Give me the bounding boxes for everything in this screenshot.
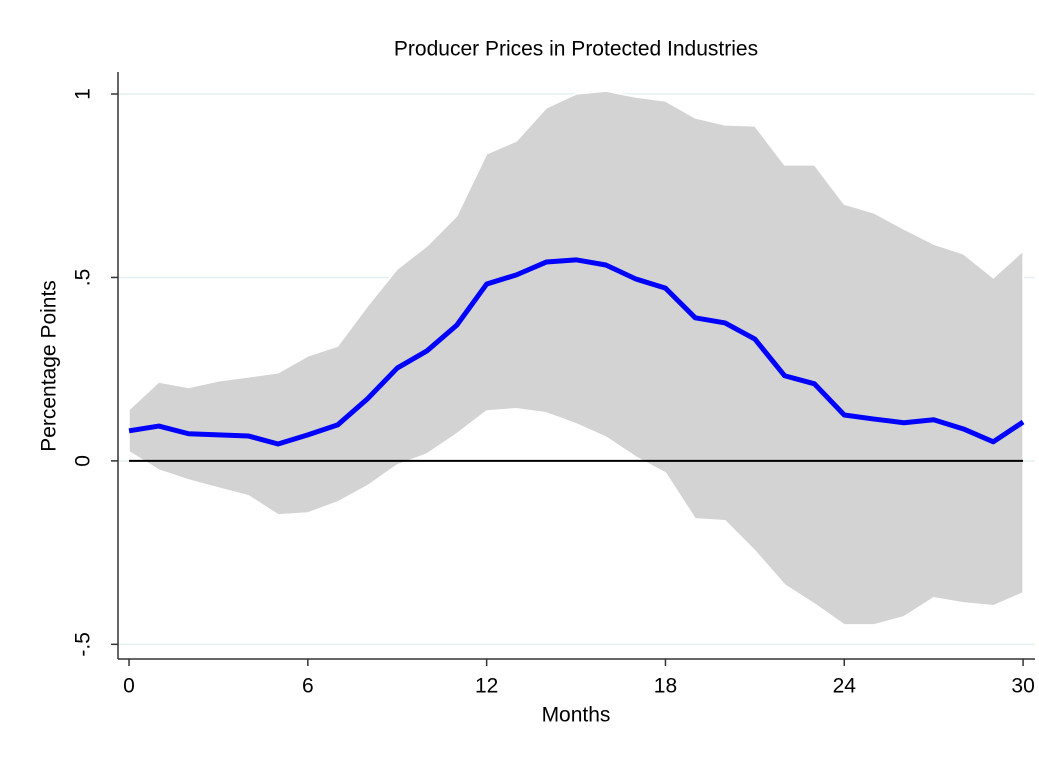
y-tick-label: .5 — [72, 269, 95, 287]
x-axis-label: Months — [542, 704, 611, 727]
x-tick-label: 6 — [302, 675, 314, 698]
x-tick-label: 24 — [833, 675, 857, 698]
y-tick-label: 0 — [72, 455, 95, 467]
x-tick-label: 30 — [1011, 675, 1034, 698]
x-tick-label: 18 — [654, 675, 677, 698]
x-tick-label: 0 — [123, 675, 135, 698]
x-tick-label: 12 — [475, 675, 498, 698]
y-axis-label: Percentage Points — [38, 280, 61, 452]
chart-title: Producer Prices in Protected Industries — [394, 38, 758, 61]
line — [128, 257, 1025, 447]
y-tick-label: -.5 — [72, 632, 95, 657]
y-tick-label: 1 — [72, 88, 95, 100]
